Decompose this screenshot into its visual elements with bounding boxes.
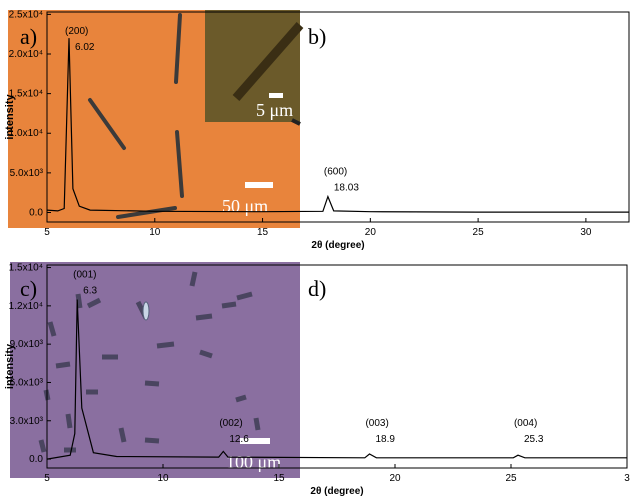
x-tick-label: 25 [473,227,485,238]
y-tick-label: 9.0x10³ [10,339,44,350]
inset-scale-bar: 5 μm [256,100,293,120]
y-tick-label: 1.5x10⁴ [9,263,43,274]
y-tick-label: 2.5x10⁴ [9,9,43,20]
x-tick-label: 25 [505,473,517,484]
y-tick-label: 0.0 [29,454,43,465]
y-tick-label: 2.0x10⁴ [9,49,43,60]
xrd-line [46,38,629,213]
y-tick-label: 1.5x10⁴ [9,89,43,100]
x-tick-label: 20 [389,473,401,484]
panel-label: c) [20,276,37,301]
peak-hkl: (200) [65,26,88,37]
scale-bar: 100 μm [226,452,281,472]
x-tick-label: 15 [273,473,285,484]
panel-label: a) [20,24,37,49]
x-tick-label: 5 [44,227,50,238]
peak-position: 18.9 [375,434,395,445]
y-tick-label: 6.0x10³ [10,377,44,388]
y-tick-label: 1.0x10⁴ [9,128,43,139]
x-tick-label: 3 [624,473,630,484]
peak-hkl: (001) [73,269,96,280]
y-tick-label: 1.2x10⁴ [9,301,43,312]
x-tick-label: 15 [257,227,269,238]
peak-position: 12.6 [229,434,249,445]
x-tick-label: 30 [580,227,592,238]
peak-position: 6.02 [75,42,95,53]
peak-hkl: (003) [365,418,388,429]
peak-position: 18.03 [334,183,359,194]
x-axis-label: 2θ (degree) [310,486,363,497]
scale-bar: 50 μm [222,196,268,216]
x-tick-label: 5 [44,473,50,484]
peak-position: 6.3 [83,285,97,296]
micrograph-a: 5 μm 50 μm a) [8,10,304,228]
y-axis-label: intensity [4,94,16,140]
xrd-line [46,299,627,460]
micrograph-c: 100 μm c) [10,262,300,478]
peak-hkl: (002) [219,418,242,429]
peak-hkl: (004) [514,418,537,429]
y-tick-label: 3.0x10³ [10,416,44,427]
x-tick-label: 10 [149,227,161,238]
plot-frame [46,264,628,469]
y-axis-label: intensity [4,343,16,389]
y-tick-label: 5.0x10³ [10,168,44,179]
x-axis-label: 2θ (degree) [311,240,364,251]
plot-frame [46,11,630,223]
peak-hkl: (600) [324,167,347,178]
x-tick-label: 10 [157,473,169,484]
y-tick-label: 0.0 [29,207,43,218]
x-tick-label: 20 [365,227,377,238]
panel-label: d) [308,276,326,301]
panel-label: b) [308,24,326,49]
peak-position: 25.3 [524,434,544,445]
